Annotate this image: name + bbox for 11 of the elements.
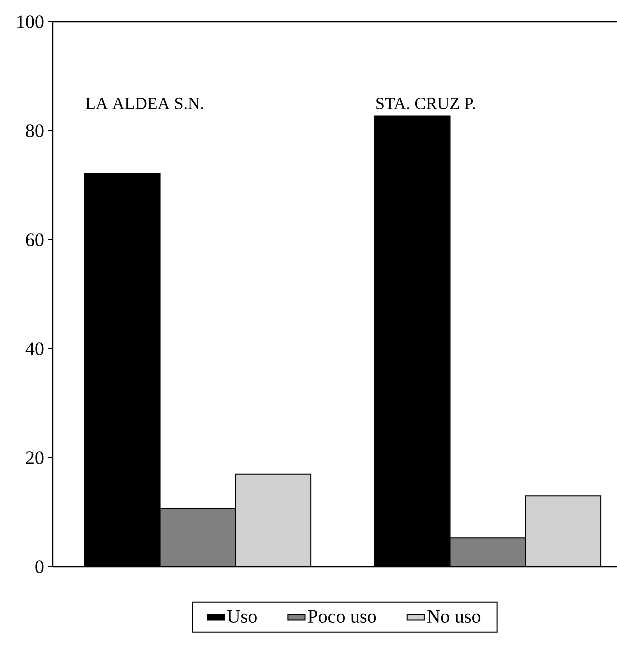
- y-tick-label: 60: [26, 234, 44, 246]
- legend-label: Poco uso: [308, 610, 376, 624]
- x-tick-label: STA. CRUZ P.: [376, 98, 476, 110]
- y-tick-label: 0: [36, 560, 44, 574]
- y-tick-label: 80: [26, 124, 44, 138]
- y-tick-label: 20: [26, 452, 44, 464]
- legend-label: No uso: [428, 610, 481, 624]
- y-tick-label: 100: [18, 16, 44, 28]
- legend-label: Uso: [227, 610, 257, 624]
- y-tick-label: 40: [26, 342, 44, 356]
- x-tick-label: LA ALDEA S.N.: [86, 98, 204, 110]
